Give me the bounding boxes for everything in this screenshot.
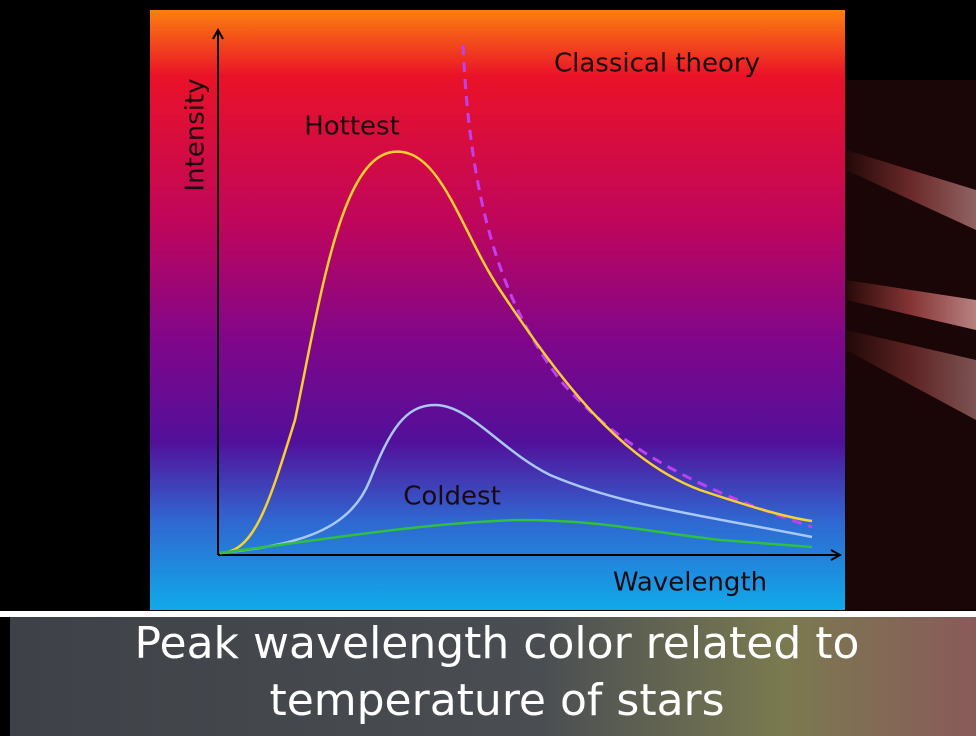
y-axis-label: Intensity — [181, 78, 211, 191]
diagram-panel — [150, 10, 845, 610]
decoration — [846, 280, 976, 330]
classical-label: Classical theory — [554, 49, 760, 79]
coldest-label: Coldest — [403, 482, 501, 512]
hottest-curve — [219, 150, 813, 555]
decoration — [846, 330, 976, 420]
decoration — [846, 150, 976, 230]
divider — [0, 611, 976, 617]
caption-line: temperature of stars — [269, 675, 724, 726]
x-axis-label: Wavelength — [613, 568, 767, 598]
coldest-curve — [219, 518, 813, 555]
hottest-label: Hottest — [304, 112, 400, 142]
classical-curve — [461, 44, 813, 529]
middle-curve — [219, 403, 813, 555]
caption-line: Peak wavelength color related to — [135, 618, 860, 669]
caption-band — [10, 617, 976, 736]
